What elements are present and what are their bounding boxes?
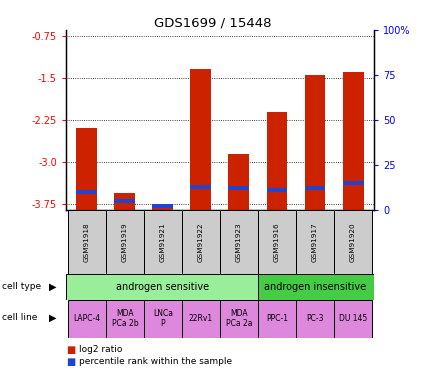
Text: log2 ratio: log2 ratio	[79, 345, 122, 354]
Text: GSM91918: GSM91918	[84, 222, 90, 262]
Text: GSM91921: GSM91921	[160, 222, 166, 262]
FancyBboxPatch shape	[182, 300, 220, 338]
Bar	[76, 190, 97, 194]
Text: GSM91920: GSM91920	[350, 222, 356, 262]
FancyBboxPatch shape	[334, 300, 372, 338]
Bar	[153, 204, 173, 209]
FancyBboxPatch shape	[220, 300, 258, 338]
Bar	[343, 72, 363, 210]
Text: MDA
PCa 2a: MDA PCa 2a	[226, 309, 252, 328]
FancyBboxPatch shape	[258, 274, 374, 300]
Text: GDS1699 / 15448: GDS1699 / 15448	[154, 17, 271, 30]
FancyBboxPatch shape	[144, 210, 182, 274]
Text: ■: ■	[66, 357, 75, 367]
Text: 22Rv1: 22Rv1	[189, 314, 213, 323]
Text: percentile rank within the sample: percentile rank within the sample	[79, 357, 232, 366]
Text: MDA
PCa 2b: MDA PCa 2b	[111, 309, 138, 328]
Text: DU 145: DU 145	[339, 314, 367, 323]
Text: ▶: ▶	[49, 282, 57, 292]
FancyBboxPatch shape	[144, 300, 182, 338]
FancyBboxPatch shape	[220, 210, 258, 274]
Text: androgen sensitive: androgen sensitive	[116, 282, 210, 292]
Bar	[114, 199, 135, 203]
Bar	[229, 186, 249, 190]
Bar	[305, 75, 326, 210]
FancyBboxPatch shape	[68, 300, 106, 338]
FancyBboxPatch shape	[68, 210, 106, 274]
Text: PC-3: PC-3	[306, 314, 324, 323]
Text: LAPC-4: LAPC-4	[73, 314, 100, 323]
FancyBboxPatch shape	[258, 300, 296, 338]
FancyBboxPatch shape	[296, 210, 334, 274]
Text: LNCa
P: LNCa P	[153, 309, 173, 328]
Text: GSM91923: GSM91923	[236, 222, 242, 262]
Text: androgen insensitive: androgen insensitive	[264, 282, 366, 292]
Bar	[76, 128, 97, 210]
Bar	[343, 181, 363, 185]
FancyBboxPatch shape	[66, 274, 258, 300]
Bar	[153, 204, 173, 210]
Bar	[190, 184, 211, 189]
FancyBboxPatch shape	[296, 300, 334, 338]
Text: GSM91922: GSM91922	[198, 222, 204, 262]
FancyBboxPatch shape	[258, 210, 296, 274]
FancyBboxPatch shape	[182, 210, 220, 274]
FancyBboxPatch shape	[334, 210, 372, 274]
Bar	[190, 69, 211, 210]
Text: ■: ■	[66, 345, 75, 354]
Bar	[305, 186, 326, 190]
Text: PPC-1: PPC-1	[266, 314, 288, 323]
FancyBboxPatch shape	[106, 300, 144, 338]
Bar	[229, 154, 249, 210]
FancyBboxPatch shape	[106, 210, 144, 274]
Bar	[266, 112, 287, 210]
Bar	[266, 188, 287, 192]
Text: GSM91917: GSM91917	[312, 222, 318, 262]
Text: GSM91916: GSM91916	[274, 222, 280, 262]
Text: ▶: ▶	[49, 313, 57, 323]
Text: cell line: cell line	[2, 314, 37, 322]
Text: cell type: cell type	[2, 282, 41, 291]
Text: GSM91919: GSM91919	[122, 222, 128, 262]
Bar	[114, 193, 135, 210]
